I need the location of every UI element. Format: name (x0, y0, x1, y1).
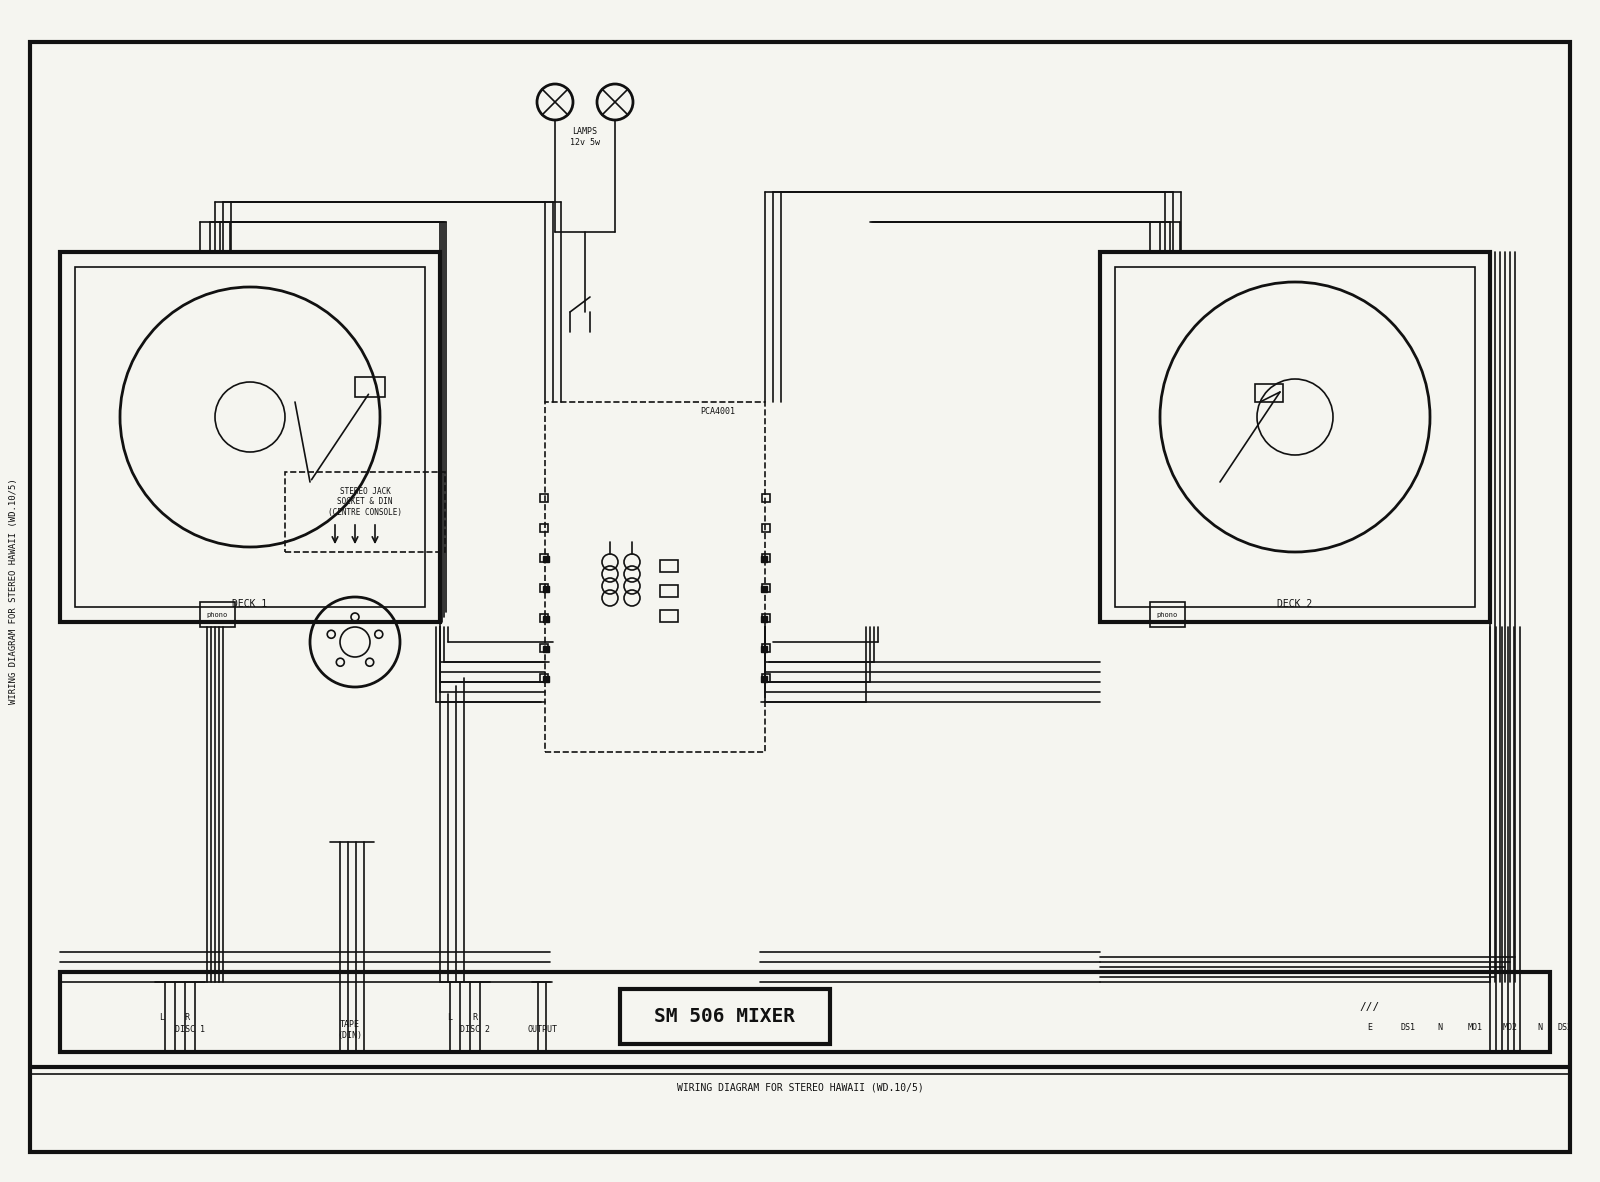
Text: N: N (1538, 1022, 1542, 1032)
Bar (542, 676, 549, 682)
Bar (762, 556, 766, 561)
Text: DISC 1: DISC 1 (174, 1026, 205, 1034)
Bar (762, 616, 766, 622)
Text: TAPE
(DIN): TAPE (DIN) (338, 1020, 363, 1040)
Bar (1115, 267, 1475, 608)
Bar (541, 644, 547, 652)
Bar (661, 560, 678, 572)
Text: WIRING DIAGRAM FOR STEREO HAWAII (WD.10/5): WIRING DIAGRAM FOR STEREO HAWAII (WD.10/… (10, 479, 19, 703)
Text: MO1: MO1 (1467, 1022, 1483, 1032)
Bar (541, 554, 547, 561)
Bar (762, 674, 770, 682)
Bar (661, 610, 678, 622)
Bar (1101, 252, 1490, 622)
Bar (75, 267, 426, 608)
Bar (1150, 602, 1186, 626)
Text: L    R: L R (160, 1013, 190, 1021)
Text: E: E (1368, 1022, 1373, 1032)
Bar (762, 644, 770, 652)
Text: DISC 2: DISC 2 (461, 1026, 490, 1034)
Bar (762, 676, 766, 682)
Bar (541, 524, 547, 532)
Text: SM 506 MIXER: SM 506 MIXER (654, 1007, 795, 1026)
Bar (621, 989, 830, 1044)
Text: phono: phono (1157, 612, 1178, 618)
Bar (542, 556, 549, 561)
Bar (1254, 384, 1283, 402)
Bar (546, 402, 765, 752)
Bar (762, 586, 766, 592)
Bar (762, 647, 766, 652)
Bar (762, 524, 770, 532)
Bar (542, 586, 549, 592)
Text: DECK 2: DECK 2 (1277, 599, 1312, 609)
Text: L    R: L R (448, 1013, 478, 1021)
Bar (762, 613, 770, 622)
Text: ///: /// (1360, 1002, 1381, 1012)
Text: DS2: DS2 (1557, 1022, 1573, 1032)
Bar (541, 584, 547, 592)
Text: phono: phono (206, 612, 227, 618)
Text: LAMPS
12v 5w: LAMPS 12v 5w (570, 128, 600, 147)
Bar (762, 494, 770, 502)
Bar (200, 602, 235, 626)
Bar (541, 674, 547, 682)
Bar (541, 494, 547, 502)
Bar (61, 972, 1550, 1052)
Text: N: N (1437, 1022, 1443, 1032)
Text: PCA4001: PCA4001 (701, 408, 734, 416)
Text: DS1: DS1 (1400, 1022, 1416, 1032)
Text: OUTPUT: OUTPUT (528, 1026, 558, 1034)
Bar (541, 613, 547, 622)
Bar (762, 584, 770, 592)
Bar (542, 616, 549, 622)
Bar (542, 647, 549, 652)
Text: MO2: MO2 (1502, 1022, 1517, 1032)
Bar (61, 252, 440, 622)
Bar (285, 472, 445, 552)
Text: STEREO JACK
SOCKET & DIN
(CENTRE CONSOLE): STEREO JACK SOCKET & DIN (CENTRE CONSOLE… (328, 487, 402, 517)
Text: DECK 1: DECK 1 (232, 599, 267, 609)
Text: WIRING DIAGRAM FOR STEREO HAWAII (WD.10/5): WIRING DIAGRAM FOR STEREO HAWAII (WD.10/… (677, 1082, 923, 1092)
Bar (762, 554, 770, 561)
Bar (355, 377, 386, 397)
Bar (661, 585, 678, 597)
